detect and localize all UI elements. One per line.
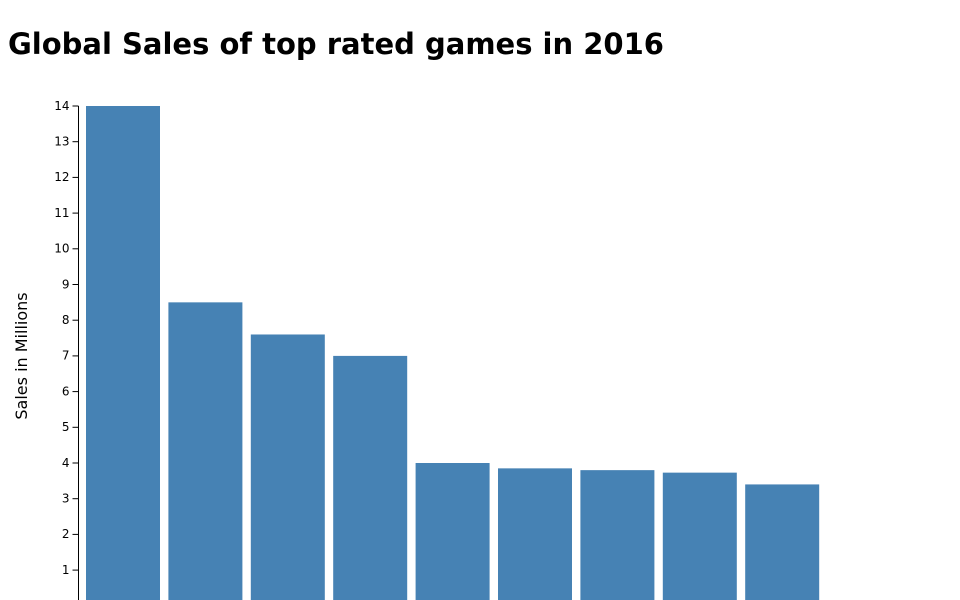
y-axis-title: Sales in Millions bbox=[12, 292, 31, 419]
bar bbox=[662, 472, 737, 600]
bar bbox=[168, 302, 243, 600]
y-tick-label: 7 bbox=[62, 349, 70, 363]
chart-title: Global Sales of top rated games in 2016 bbox=[8, 27, 664, 61]
y-tick-label: 12 bbox=[54, 170, 69, 184]
bar bbox=[498, 468, 572, 600]
y-tick-label: 2 bbox=[62, 527, 70, 541]
bar bbox=[86, 106, 160, 600]
bar bbox=[580, 470, 655, 600]
bar bbox=[745, 484, 820, 600]
y-tick-label: 8 bbox=[62, 313, 70, 327]
y-tick-label: 13 bbox=[54, 135, 69, 149]
y-tick-label: 1 bbox=[62, 563, 70, 577]
y-tick-label: 11 bbox=[54, 206, 69, 220]
y-tick-label: 6 bbox=[62, 384, 70, 398]
y-tick-label: 9 bbox=[62, 277, 70, 291]
bars bbox=[86, 106, 820, 600]
y-tick-label: 3 bbox=[62, 492, 70, 506]
bar bbox=[415, 463, 490, 600]
y-tick-label: 5 bbox=[62, 420, 70, 434]
bar bbox=[250, 334, 325, 600]
y-tick-label: 10 bbox=[54, 242, 69, 256]
y-tick-label: 14 bbox=[54, 99, 69, 113]
y-tick-label: 4 bbox=[62, 456, 70, 470]
bar bbox=[333, 355, 408, 600]
